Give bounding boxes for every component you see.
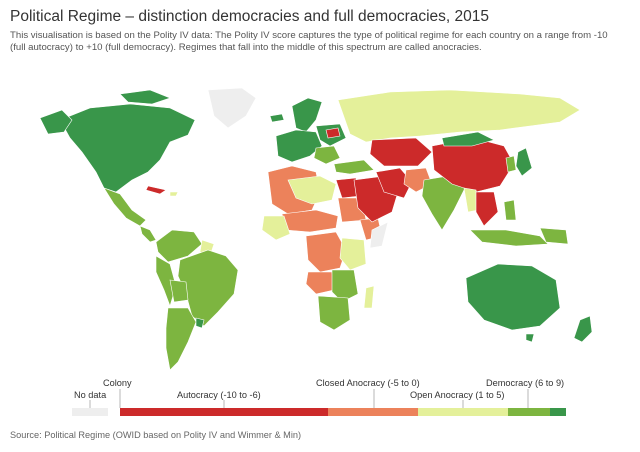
somalia-region xyxy=(369,221,389,249)
korea-region xyxy=(505,155,517,173)
haiti-region xyxy=(169,191,179,197)
zambia-mozambique-region xyxy=(331,269,359,303)
legend-label-autocracy: Autocracy (-10 to -6) xyxy=(177,390,261,400)
philippines-region xyxy=(503,199,517,221)
chart-subtitle: This visualisation is based on the Polit… xyxy=(10,30,608,53)
chart-title: Political Regime – distinction democraci… xyxy=(10,8,490,25)
russia-region xyxy=(337,89,581,143)
sahel-region xyxy=(281,209,339,233)
legend-label-open-anocracy: Open Anocracy (1 to 5) xyxy=(410,390,505,400)
legend-swatch-open-anocracy xyxy=(418,408,508,416)
legend-swatch-full-democracy xyxy=(550,408,566,416)
turkey-region xyxy=(333,159,375,175)
belarus-region xyxy=(325,127,341,139)
iran-region xyxy=(375,167,413,199)
central-africa-region xyxy=(305,231,347,273)
australia-region xyxy=(465,263,561,331)
legend-swatch-autocracy xyxy=(120,408,328,416)
legend-swatch-democracy xyxy=(508,408,550,416)
legend: Colony No data Autocracy (-10 to -6) Clo… xyxy=(0,370,640,420)
argentina-chile-region xyxy=(165,307,197,371)
legend-swatch-closed-anocracy xyxy=(328,408,418,416)
mongolia-region xyxy=(441,131,495,147)
legend-label-colony: Colony xyxy=(103,378,132,388)
legend-bar xyxy=(72,389,566,416)
andean-region xyxy=(155,255,177,307)
alaska-region xyxy=(39,109,73,135)
indonesia-region xyxy=(469,229,549,247)
scandinavia-region xyxy=(291,97,323,133)
world-map xyxy=(39,87,593,371)
tasmania-region xyxy=(525,333,535,343)
source-note: Source: Political Regime (OWID based on … xyxy=(10,430,302,440)
southeast-asia-region xyxy=(475,191,499,227)
southern-africa-region xyxy=(317,295,351,331)
japan-region xyxy=(515,147,533,177)
east-africa-region xyxy=(339,237,367,271)
papua-region xyxy=(539,227,569,245)
west-africa-region xyxy=(261,215,291,241)
balkans-region xyxy=(313,145,341,165)
north-america-region xyxy=(59,103,196,193)
bolivia-region xyxy=(169,279,189,303)
algeria-libya-region xyxy=(287,175,337,205)
legend-label-no-data: No data xyxy=(74,390,107,400)
greenland-region xyxy=(207,87,257,129)
central-asia-region xyxy=(369,137,433,167)
venezuela-colombia-region xyxy=(155,229,203,263)
central-america-region xyxy=(139,225,157,243)
legend-swatch-no-data xyxy=(72,408,108,416)
uruguay-region xyxy=(195,317,205,329)
madagascar-region xyxy=(363,285,375,309)
mexico-region xyxy=(103,187,147,227)
legend-label-democracy: Democracy (6 to 9) xyxy=(486,378,565,388)
canadian-arctic-region xyxy=(119,89,171,105)
iceland-region xyxy=(269,113,285,123)
new-zealand-region xyxy=(573,315,593,343)
map-regions xyxy=(39,87,593,371)
angola-region xyxy=(305,271,335,295)
cuba-region xyxy=(145,185,167,195)
legend-label-closed-anocracy: Closed Anocracy (-5 to 0) xyxy=(316,378,420,388)
